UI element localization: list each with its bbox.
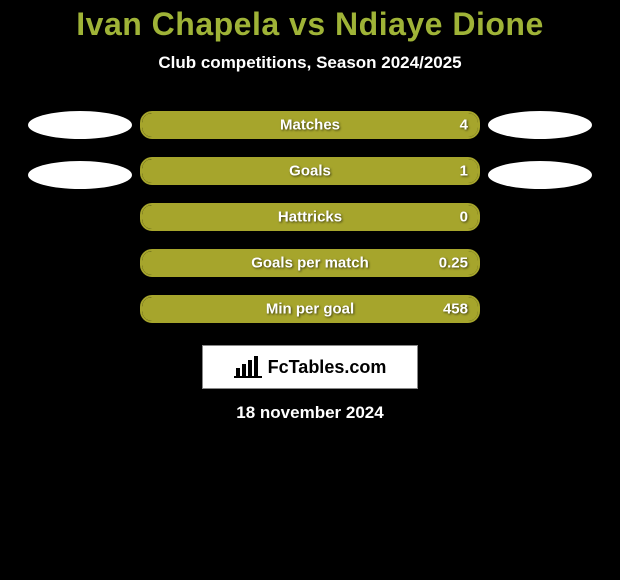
player-badge-oval [488, 161, 592, 189]
left-player-badges [20, 111, 140, 323]
stat-bar-value: 0 [460, 209, 468, 226]
page-title: Ivan Chapela vs Ndiaye Dione [76, 6, 544, 43]
stat-bar: Min per goal 458 [140, 295, 480, 323]
stat-bar: Goals per match 0.25 [140, 249, 480, 277]
date-label: 18 november 2024 [236, 403, 383, 423]
stat-bar-label: Hattricks [278, 209, 342, 226]
stat-bar: Goals 1 [140, 157, 480, 185]
stat-bar-label: Goals per match [251, 255, 369, 272]
logo-text: FcTables.com [268, 357, 387, 378]
fctables-logo[interactable]: FcTables.com [202, 345, 418, 389]
subtitle: Club competitions, Season 2024/2025 [158, 53, 461, 73]
stat-bar-value: 4 [460, 117, 468, 134]
bar-chart-icon [234, 356, 262, 378]
stat-bar-value: 1 [460, 163, 468, 180]
stat-bar-value: 0.25 [439, 255, 468, 272]
stat-bar: Matches 4 [140, 111, 480, 139]
stat-bar-label: Matches [280, 117, 340, 134]
player-badge-oval [28, 161, 132, 189]
player-badge-oval [28, 111, 132, 139]
comparison-card: Ivan Chapela vs Ndiaye Dione Club compet… [0, 0, 620, 580]
stat-bar-label: Min per goal [266, 301, 354, 318]
stat-bar-label: Goals [289, 163, 331, 180]
stat-bar-value: 458 [443, 301, 468, 318]
right-player-badges [480, 111, 600, 323]
player-badge-oval [488, 111, 592, 139]
comparison-area: Matches 4 Goals 1 Hattricks 0 Goals per match 0… [0, 111, 620, 323]
stat-bar: Hattricks 0 [140, 203, 480, 231]
stat-bars: Matches 4 Goals 1 Hattricks 0 Goals per match 0… [140, 111, 480, 323]
